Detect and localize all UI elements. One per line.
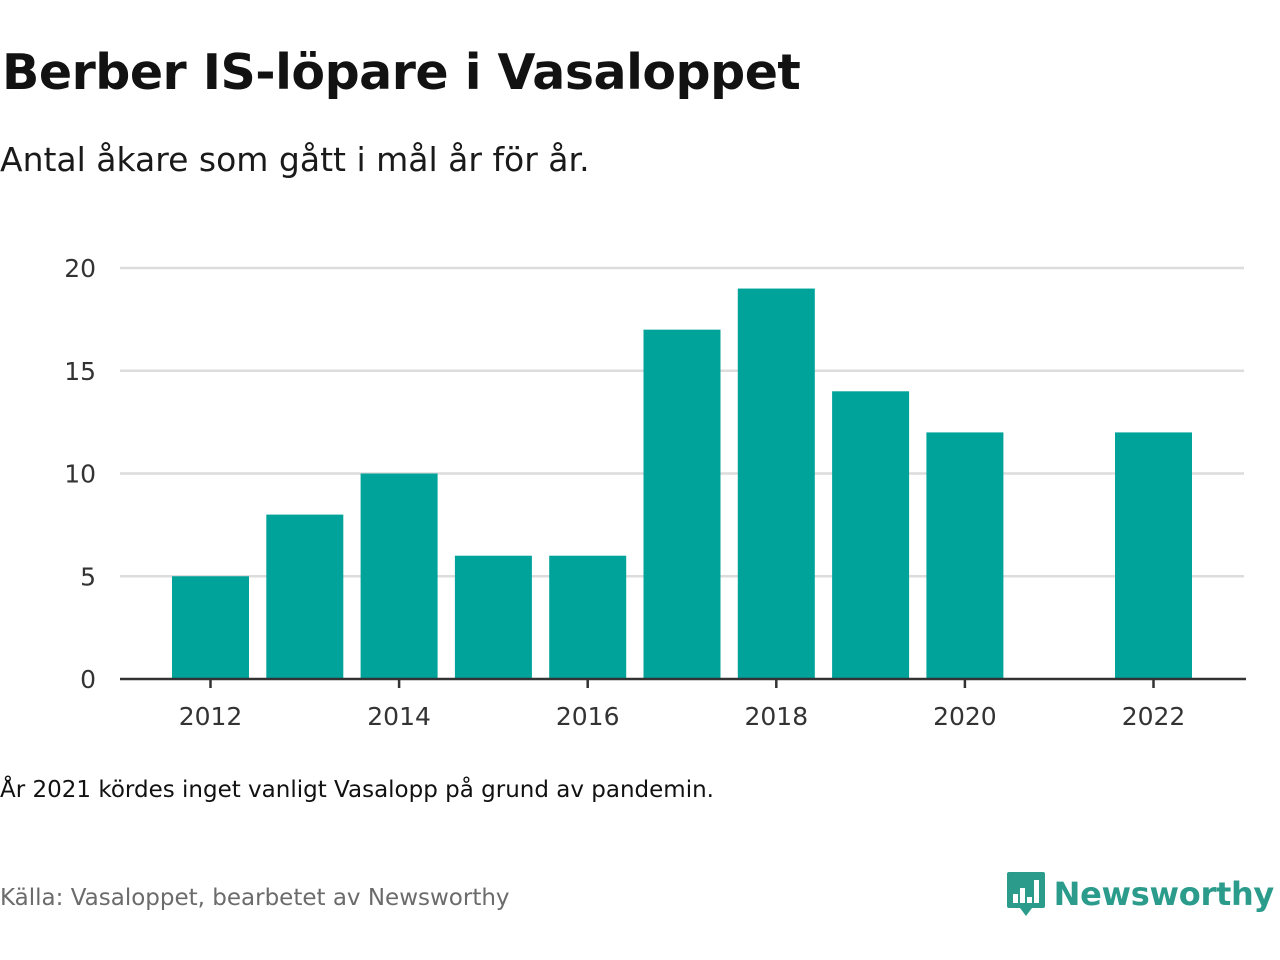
brand-logo: Newsworthy xyxy=(1006,870,1274,918)
bar-2020 xyxy=(926,432,1004,679)
tick-labels: 0 5 10 15 20 2012 2014 2016 2018 2020 2022 xyxy=(64,254,1185,731)
source-credit: Källa: Vasaloppet, bearbetet av Newswort… xyxy=(0,885,510,911)
chart-title: Berber IS-löpare i Vasaloppet xyxy=(2,44,801,101)
y-tick-label: 5 xyxy=(80,562,96,591)
bar-chart: 0 5 10 15 20 2012 2014 2016 2018 2020 2022 xyxy=(64,254,1246,731)
y-tick-label: 0 xyxy=(80,665,96,694)
bar-2016 xyxy=(549,555,627,679)
y-tick-label: 20 xyxy=(64,254,96,283)
bar-2017 xyxy=(643,329,721,679)
chart-note: År 2021 kördes inget vanligt Vasalopp på… xyxy=(0,777,714,803)
brand-name: Newsworthy xyxy=(1053,875,1275,913)
x-tick-label: 2016 xyxy=(556,702,620,731)
x-tick-label: 2012 xyxy=(179,702,243,731)
x-tick-label: 2018 xyxy=(744,702,808,731)
chart-subtitle: Antal åkare som gått i mål år för år. xyxy=(0,140,590,179)
bar-2015 xyxy=(454,555,532,679)
bar-2013 xyxy=(266,514,344,679)
bars xyxy=(172,288,1192,679)
y-tick-label: 10 xyxy=(64,460,96,489)
bar-chart-speech-bubble-icon xyxy=(1006,872,1045,916)
x-tick-label: 2022 xyxy=(1122,702,1186,731)
x-axis xyxy=(120,677,1246,688)
bar-2022 xyxy=(1115,432,1192,679)
x-tick-label: 2014 xyxy=(367,702,431,731)
x-tick-label: 2020 xyxy=(933,702,997,731)
bar-2014 xyxy=(360,473,438,679)
bar-2019 xyxy=(832,391,910,679)
bar-2018 xyxy=(737,288,815,679)
bar-2012 xyxy=(172,576,249,679)
y-tick-label: 15 xyxy=(64,357,96,386)
